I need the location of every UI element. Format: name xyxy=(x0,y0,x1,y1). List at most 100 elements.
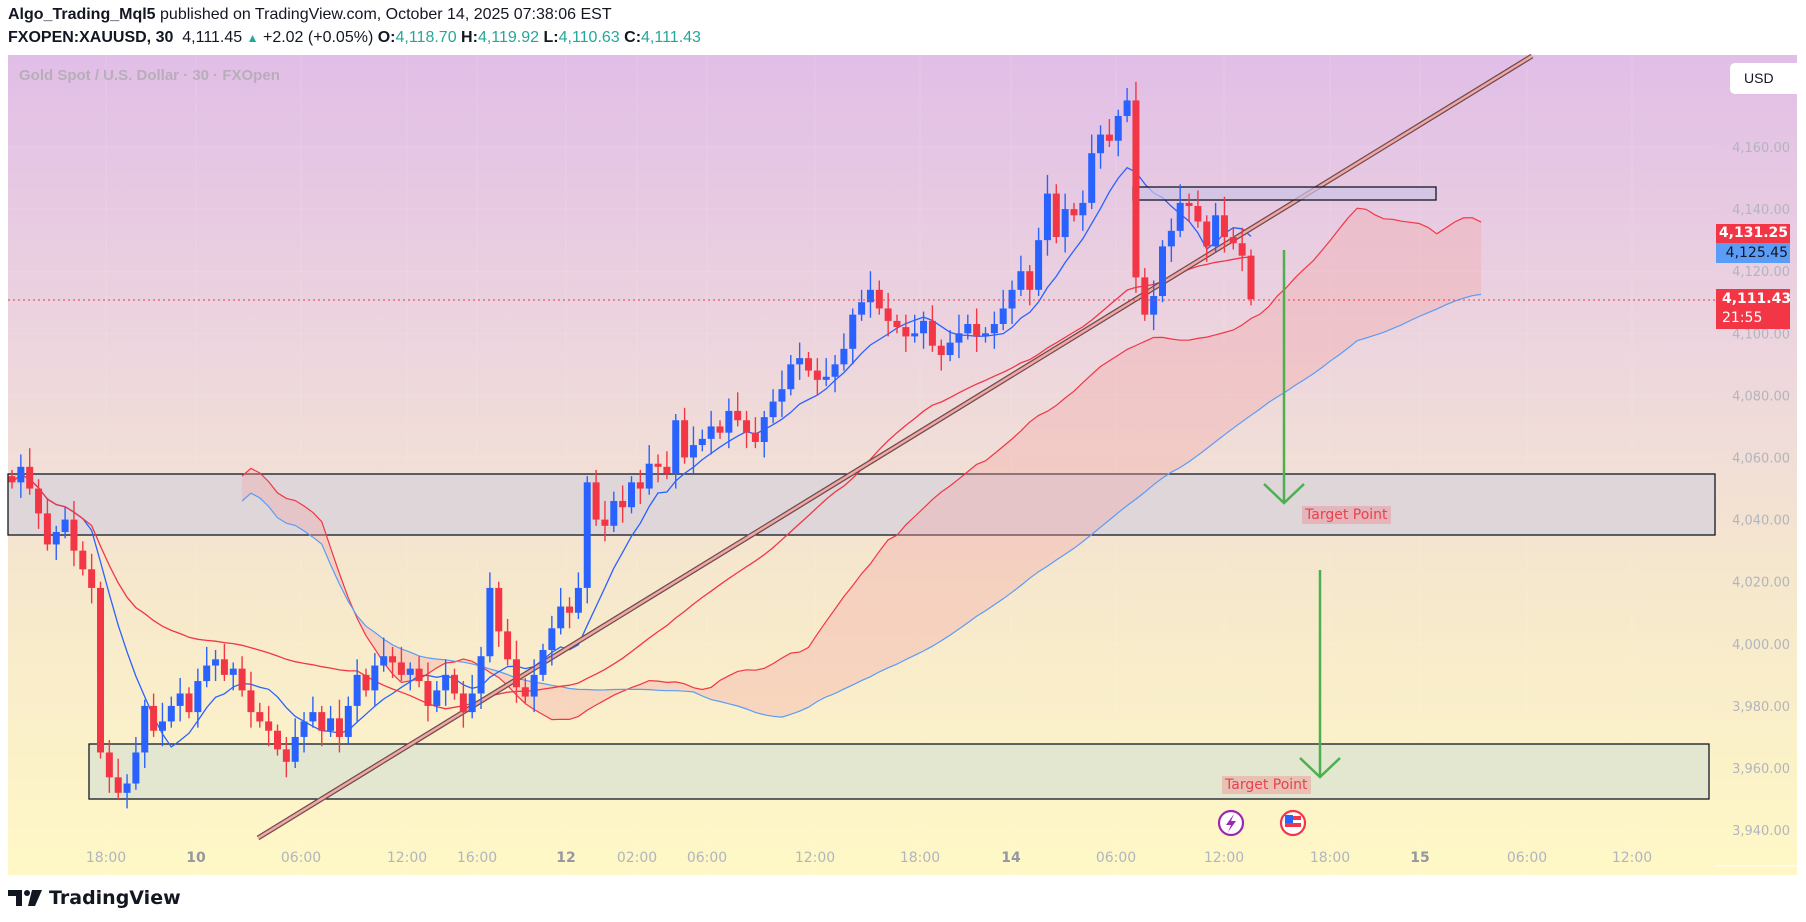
candle xyxy=(866,289,874,303)
close-label: C: xyxy=(624,29,642,46)
candle xyxy=(397,662,405,675)
target-arrow-2[interactable] xyxy=(1299,570,1341,779)
high-value: 4,119.92 xyxy=(477,29,540,46)
candle xyxy=(1176,202,1184,231)
candle xyxy=(734,410,742,421)
chart-pane[interactable]: Gold Spot / U.S. Dollar · 30 · FXOpen US… xyxy=(8,55,1802,875)
senkou-span-b xyxy=(241,293,1482,718)
x-axis-tick: 14 xyxy=(1001,850,1021,866)
y-axis-tick: 4,080.00 xyxy=(1732,389,1790,404)
currency-button[interactable]: USD xyxy=(1730,63,1802,94)
senkou-a-price-label: 4,131.25 xyxy=(1716,224,1790,243)
candle xyxy=(548,628,556,651)
candle xyxy=(265,721,273,731)
last-price-value: 4,111.43 xyxy=(1722,291,1792,307)
candle xyxy=(247,690,255,713)
candle xyxy=(176,693,184,706)
publish-info: Algo_Trading_Mql5 published on TradingVi… xyxy=(8,6,612,24)
candle xyxy=(442,674,450,691)
candle xyxy=(654,463,662,467)
candle xyxy=(415,668,423,682)
y-axis-tick: 4,020.00 xyxy=(1732,576,1790,591)
candle xyxy=(309,712,317,722)
open-value: 4,118.70 xyxy=(395,29,457,46)
y-axis-tick: 4,120.00 xyxy=(1732,265,1790,280)
candle xyxy=(663,466,671,474)
candle xyxy=(1035,240,1043,290)
candle xyxy=(291,736,299,762)
candle xyxy=(636,482,644,489)
target-label-2[interactable]: Target Point xyxy=(1222,776,1311,794)
candle xyxy=(335,718,343,737)
author-name[interactable]: Algo_Trading_Mql5 xyxy=(8,6,156,23)
candle xyxy=(424,681,432,706)
candle xyxy=(955,333,963,343)
candle xyxy=(1247,255,1255,300)
tradingview-logo[interactable]: TradingView xyxy=(8,887,181,909)
candle xyxy=(274,730,281,750)
candle xyxy=(840,348,848,365)
x-axis-tick: 18:00 xyxy=(86,850,126,866)
x-axis-tick: 02:00 xyxy=(617,850,657,866)
high-label: H: xyxy=(461,29,478,46)
senkou-b-price-label: 4,125.45 xyxy=(1716,243,1790,263)
candle xyxy=(1105,134,1113,141)
resistance-box[interactable] xyxy=(1132,186,1437,201)
candle xyxy=(17,466,25,483)
candle xyxy=(344,705,352,737)
candle xyxy=(512,659,520,688)
candle xyxy=(973,323,981,337)
candle xyxy=(158,721,166,731)
candle xyxy=(1220,215,1228,238)
candle xyxy=(185,693,193,713)
target-arrow-1[interactable] xyxy=(1263,250,1305,505)
candle xyxy=(123,783,131,793)
candle xyxy=(822,376,830,380)
candle xyxy=(1114,115,1122,141)
open-label: O: xyxy=(377,29,396,46)
candle xyxy=(1150,296,1158,315)
lightning-event-icon[interactable] xyxy=(1217,809,1245,837)
trendline-inner xyxy=(257,54,1533,840)
x-axis-tick: 12:00 xyxy=(795,850,835,866)
candle xyxy=(1097,134,1105,154)
candle xyxy=(114,777,122,793)
last-price: 4,111.45 xyxy=(182,29,243,46)
bar-countdown: 21:55 xyxy=(1722,310,1763,326)
candle xyxy=(672,420,680,474)
y-axis-tick: 4,040.00 xyxy=(1732,514,1790,529)
y-axis-tick: 4,100.00 xyxy=(1732,327,1790,342)
candle xyxy=(61,519,69,533)
candle xyxy=(539,650,547,675)
x-axis-tick: 10 xyxy=(186,850,206,866)
candle xyxy=(35,488,43,514)
candle xyxy=(645,463,653,489)
lower-target-zone[interactable] xyxy=(88,743,1710,800)
senkou-span-a xyxy=(241,207,1482,721)
candle xyxy=(858,302,866,315)
last-price-label: 4,111.43 21:55 xyxy=(1716,289,1792,329)
publish-text: published on TradingView.com, October 14… xyxy=(160,6,612,23)
y-axis-tick: 3,960.00 xyxy=(1732,762,1790,777)
candle xyxy=(813,370,821,380)
candle xyxy=(574,587,582,613)
candle xyxy=(521,687,529,697)
candle xyxy=(8,476,16,483)
candle xyxy=(982,333,989,337)
candle xyxy=(43,513,51,545)
candle xyxy=(1203,221,1211,247)
target-label-1[interactable]: Target Point xyxy=(1302,506,1391,524)
candle xyxy=(619,500,627,508)
candle xyxy=(433,690,441,706)
low-label: L: xyxy=(543,29,559,46)
y-axis-tick: 4,000.00 xyxy=(1732,638,1790,653)
candle xyxy=(459,693,467,713)
candle xyxy=(1238,243,1246,256)
candle xyxy=(468,693,476,713)
x-axis-tick: 06:00 xyxy=(1096,850,1136,866)
candle xyxy=(778,389,786,402)
candle xyxy=(743,420,751,433)
candle xyxy=(1212,215,1220,247)
us-flag-event-icon[interactable] xyxy=(1279,809,1307,837)
